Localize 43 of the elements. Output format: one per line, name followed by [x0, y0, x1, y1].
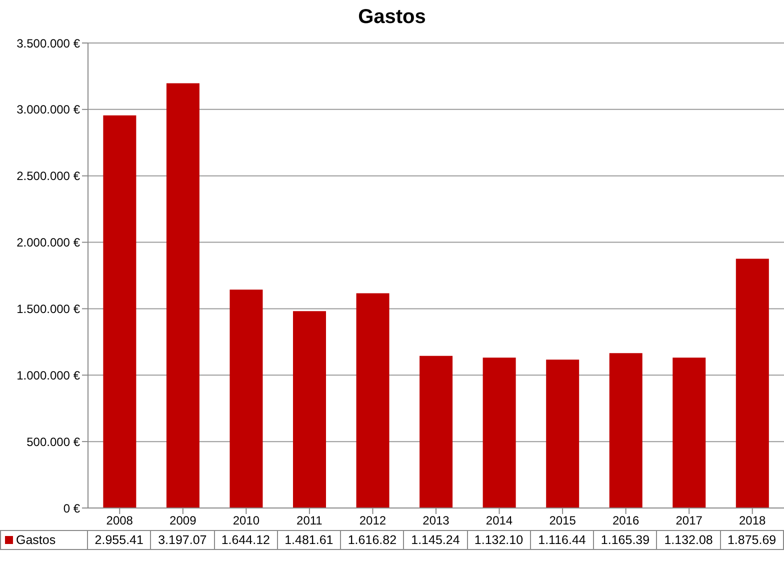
- chart-title: Gastos: [357, 6, 427, 29]
- bar: [230, 290, 263, 508]
- x-tick-label: 2008: [106, 514, 134, 528]
- bar: [293, 311, 326, 508]
- data-label: 2.955.41: [88, 531, 152, 549]
- y-tick-label: 2.500.000 €: [16, 169, 80, 184]
- x-tick-label: 2016: [612, 514, 640, 528]
- data-label: 1.165.39: [594, 531, 658, 549]
- bar: [672, 358, 706, 508]
- x-tick-label: 2013: [422, 514, 450, 528]
- bar: [546, 360, 580, 508]
- x-tick-label: 2012: [359, 514, 386, 528]
- x-tick-label: 2017: [676, 514, 703, 528]
- y-tick-label: 500.000 €: [26, 434, 80, 449]
- bar: [420, 356, 453, 508]
- x-tick-label: 2014: [486, 514, 513, 528]
- y-tick-label: 3.000.000 €: [16, 102, 80, 117]
- x-tick-label: 2010: [232, 514, 260, 528]
- data-label: 1.132.10: [468, 531, 531, 549]
- x-tick-label: 2018: [739, 514, 766, 528]
- data-label: 1.616.82: [341, 531, 404, 549]
- data-label: 1.875.69: [720, 531, 784, 549]
- y-tick-label: 2.000.000 €: [16, 236, 80, 250]
- y-tick-label: 1.000.000 €: [16, 368, 80, 382]
- x-tick-label: 2015: [549, 514, 576, 528]
- data-label: 1.116.44: [530, 531, 594, 549]
- x-tick-label: 2011: [296, 514, 323, 528]
- x-tick-label: 2009: [170, 514, 197, 528]
- y-tick-label: 3.500.000 €: [16, 36, 80, 50]
- data-label: 1.481.61: [278, 531, 342, 549]
- legend-label: Gastos: [16, 533, 56, 547]
- bar: [736, 258, 769, 508]
- data-label: 3.197.07: [151, 531, 215, 549]
- bar: [609, 353, 642, 508]
- y-tick-label: 1.500.000 €: [16, 302, 80, 316]
- bar: [482, 358, 516, 508]
- data-label: 1.132.08: [657, 531, 721, 549]
- bar: [166, 83, 200, 508]
- y-tick-label: 0 €: [63, 501, 80, 516]
- bar: [103, 115, 136, 508]
- data-label: 1.145.24: [404, 531, 468, 549]
- bar: [356, 293, 390, 508]
- data-label: 1.644.12: [214, 531, 278, 549]
